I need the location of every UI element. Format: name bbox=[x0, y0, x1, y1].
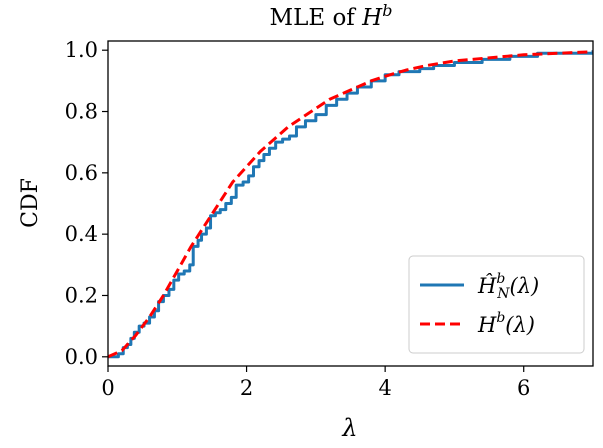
legend: Ĥb N(λ) Hb(λ) bbox=[408, 255, 585, 354]
y-axis-label: CDF bbox=[18, 178, 43, 228]
y-tick-label: 0.2 bbox=[65, 283, 98, 307]
x-axis-label: λ bbox=[341, 414, 357, 442]
series-line-theoretical bbox=[108, 50, 593, 359]
legend-label-empirical-arg: (λ) bbox=[510, 274, 540, 298]
legend-box bbox=[408, 255, 585, 354]
chart-title: MLE of Hb bbox=[270, 1, 393, 31]
y-ticks: 0.0 0.2 0.4 0.6 0.8 1.0 bbox=[65, 38, 108, 369]
legend-label-empirical-sub: N bbox=[496, 286, 510, 302]
chart-title-math: H bbox=[361, 5, 383, 31]
legend-label-theoretical-base: H bbox=[477, 313, 497, 337]
legend-label-empirical: Ĥb N(λ) bbox=[477, 271, 539, 302]
legend-label-empirical-base: Ĥ bbox=[477, 274, 497, 298]
y-tick-label: 1.0 bbox=[65, 38, 98, 62]
legend-label-theoretical-sup: b bbox=[496, 310, 505, 326]
chart-title-text: MLE of bbox=[270, 5, 363, 31]
y-tick-label: 0.4 bbox=[65, 222, 98, 246]
legend-label-theoretical-arg: (λ) bbox=[505, 313, 535, 337]
plot-frame bbox=[107, 40, 594, 367]
x-tick-label: 6 bbox=[517, 376, 530, 400]
x-ticks: 0 2 4 6 bbox=[101, 366, 530, 400]
series-layer bbox=[108, 50, 593, 359]
y-tick-label: 0.8 bbox=[65, 100, 98, 124]
legend-label-theoretical: Hb(λ) bbox=[477, 310, 535, 337]
chart-title-sup: b bbox=[382, 1, 392, 20]
x-tick-label: 2 bbox=[240, 376, 253, 400]
legend-label-empirical-sup: b bbox=[496, 271, 505, 287]
y-tick-label: 0.0 bbox=[65, 345, 98, 369]
y-tick-label: 0.6 bbox=[65, 161, 98, 185]
x-tick-label: 0 bbox=[101, 376, 114, 400]
x-tick-label: 4 bbox=[378, 376, 391, 400]
